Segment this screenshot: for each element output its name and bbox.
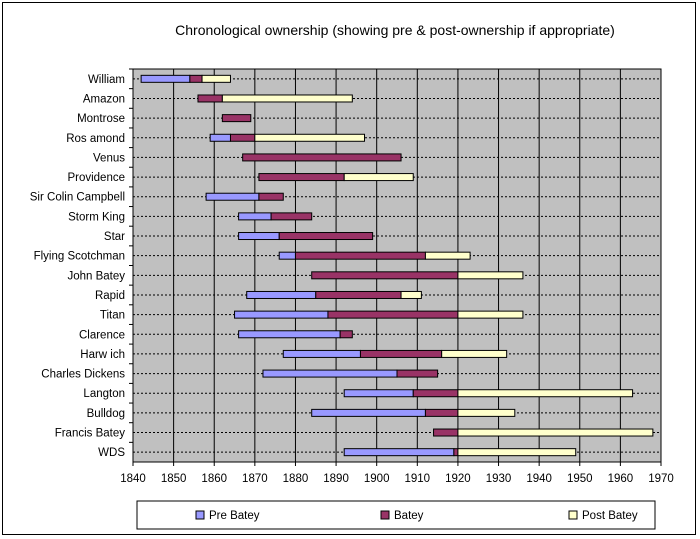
bar-post-batey bbox=[201, 74, 231, 83]
category-label: Providence bbox=[67, 172, 125, 184]
category-labels: William Amazon Montrose Ros amond Venus Provi… bbox=[30, 74, 126, 459]
category-label: Charles Dickens bbox=[41, 369, 125, 381]
bar-batey bbox=[433, 428, 459, 437]
x-tick-label: 1930 bbox=[486, 473, 512, 485]
bar-pre-batey bbox=[238, 330, 341, 339]
bar-batey bbox=[315, 290, 402, 299]
bar-batey bbox=[453, 448, 459, 457]
bar-batey bbox=[424, 408, 459, 417]
bar-post-batey bbox=[424, 251, 471, 260]
category-label: Langton bbox=[83, 388, 125, 400]
x-tick-label: 1960 bbox=[608, 473, 634, 485]
legend-label: Post Batey bbox=[582, 510, 638, 522]
bar-batey bbox=[229, 133, 256, 142]
bar-post-batey bbox=[254, 133, 366, 142]
x-tick-label: 1850 bbox=[161, 473, 187, 485]
category-label: Titan bbox=[100, 310, 125, 322]
bar-batey bbox=[221, 114, 252, 123]
bar-pre-batey bbox=[343, 389, 414, 398]
bars-group bbox=[133, 74, 661, 457]
category-label: Rapid bbox=[95, 290, 125, 302]
bar-post-batey bbox=[457, 310, 524, 319]
category-label: Montrose bbox=[77, 113, 125, 125]
bar-pre-batey bbox=[282, 349, 361, 358]
category-label: WDS bbox=[98, 447, 125, 459]
legend-swatch bbox=[568, 510, 578, 520]
bar-batey bbox=[311, 271, 459, 280]
category-label: Bulldog bbox=[87, 408, 125, 420]
bar-pre-batey bbox=[205, 192, 260, 201]
x-tick-labels: 1840 1850 1860 1870 1880 1890 1900 1910 1920 1930… bbox=[120, 473, 674, 485]
bar-batey bbox=[396, 369, 439, 378]
bar-batey bbox=[412, 389, 459, 398]
category-label: Storm King bbox=[68, 211, 125, 223]
bar-pre-batey bbox=[209, 133, 231, 142]
bar-batey bbox=[327, 310, 459, 319]
x-tick-label: 1940 bbox=[526, 473, 552, 485]
bar-batey bbox=[189, 74, 203, 83]
bar-pre-batey bbox=[246, 290, 317, 299]
category-label: Flying Scotchman bbox=[34, 251, 125, 263]
bar-pre-batey bbox=[238, 232, 280, 241]
bar-batey bbox=[270, 212, 313, 221]
bar-pre-batey bbox=[234, 310, 329, 319]
x-tick-label: 1880 bbox=[283, 473, 309, 485]
bar-pre-batey bbox=[238, 212, 272, 221]
bar-pre-batey bbox=[262, 369, 398, 378]
legend-label: Batey bbox=[394, 510, 424, 522]
x-tick-label: 1910 bbox=[405, 473, 431, 485]
bar-batey bbox=[359, 349, 443, 358]
bar-pre-batey bbox=[278, 251, 296, 260]
legend-label: Pre Batey bbox=[209, 510, 260, 522]
bar-post-batey bbox=[457, 389, 634, 398]
bar-pre-batey bbox=[311, 408, 426, 417]
gantt-chart: Chronological ownership (showing pre & p… bbox=[30, 22, 674, 530]
bar-batey bbox=[258, 192, 284, 201]
bar-post-batey bbox=[343, 173, 414, 182]
legend: Pre Batey Batey Post Batey bbox=[136, 500, 656, 530]
category-label: Venus bbox=[93, 152, 125, 164]
bar-batey bbox=[258, 173, 345, 182]
bar-batey bbox=[278, 232, 374, 241]
bar-post-batey bbox=[457, 428, 654, 437]
bar-post-batey bbox=[457, 271, 524, 280]
x-tick-label: 1890 bbox=[323, 473, 349, 485]
chart-title: Chronological ownership (showing pre & p… bbox=[175, 22, 615, 38]
plot-area bbox=[132, 68, 662, 463]
category-label: Harw ich bbox=[80, 349, 125, 361]
bar-post-batey bbox=[400, 290, 422, 299]
bar-pre-batey bbox=[140, 74, 191, 83]
category-label: Clarence bbox=[79, 329, 125, 341]
bar-batey bbox=[242, 153, 402, 162]
x-tick-label: 1950 bbox=[567, 473, 593, 485]
bar-batey bbox=[294, 251, 426, 260]
legend-swatch bbox=[195, 510, 205, 520]
category-label: Amazon bbox=[83, 93, 125, 105]
x-tick-label: 1900 bbox=[364, 473, 390, 485]
bar-post-batey bbox=[457, 408, 516, 417]
bar-post-batey bbox=[457, 448, 577, 457]
x-tick-label: 1840 bbox=[120, 473, 146, 485]
x-tick-label: 1860 bbox=[201, 473, 227, 485]
x-tick-label: 1970 bbox=[648, 473, 674, 485]
category-label: Ros amond bbox=[66, 133, 125, 145]
category-label: William bbox=[88, 74, 125, 86]
category-label: Francis Batey bbox=[55, 428, 126, 440]
x-tick-label: 1920 bbox=[445, 473, 471, 485]
bar-pre-batey bbox=[343, 448, 455, 457]
bar-batey bbox=[339, 330, 353, 339]
bar-post-batey bbox=[221, 94, 353, 103]
category-label: John Batey bbox=[67, 270, 125, 282]
category-label: Star bbox=[104, 231, 125, 243]
x-tick-label: 1870 bbox=[242, 473, 268, 485]
bar-batey bbox=[197, 94, 223, 103]
legend-swatch bbox=[380, 510, 390, 520]
category-label: Sir Colin Campbell bbox=[30, 192, 125, 204]
bar-post-batey bbox=[441, 349, 508, 358]
